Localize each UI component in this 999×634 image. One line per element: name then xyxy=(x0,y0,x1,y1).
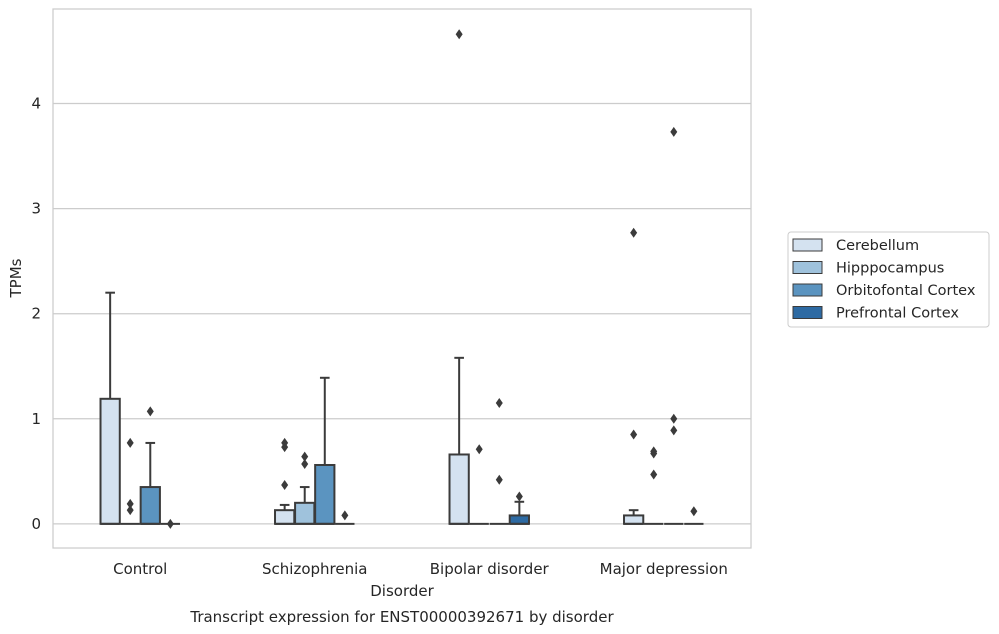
box-2-2 xyxy=(489,398,509,525)
outlier-point xyxy=(281,437,289,448)
box-body xyxy=(99,397,121,525)
legend-label: Hipppocampus xyxy=(836,261,944,277)
box-2-3 xyxy=(664,126,684,525)
outlier-point xyxy=(495,398,503,409)
y-tick-label: 0 xyxy=(31,515,41,533)
x-axis-label: Disorder xyxy=(370,582,434,600)
box-3-3 xyxy=(684,506,704,525)
box-body xyxy=(274,509,296,525)
chart-title: Transcript expression for ENST0000039267… xyxy=(189,608,614,626)
x-tick-labels: Control Schizophrenia Bipolar disorder Majo… xyxy=(113,560,728,578)
outlier-point xyxy=(670,413,678,424)
outlier-point xyxy=(301,458,309,469)
outlier-point xyxy=(455,29,463,40)
outlier-point xyxy=(126,505,134,516)
outlier-point xyxy=(690,506,698,517)
outlier-point xyxy=(166,518,174,529)
outlier-point xyxy=(495,474,503,485)
box-body xyxy=(508,514,530,525)
box-1-3 xyxy=(644,446,664,525)
x-tick-label: Bipolar disorder xyxy=(430,560,550,578)
legend-swatch xyxy=(792,283,823,297)
outlier-point xyxy=(301,451,309,462)
outlier-point xyxy=(126,437,134,448)
box-body xyxy=(314,463,336,525)
outlier-point xyxy=(146,406,154,417)
box-2-1 xyxy=(314,376,336,525)
box-1-1 xyxy=(294,451,316,525)
legend-label: Cerebellum xyxy=(836,238,919,254)
box-body xyxy=(294,501,316,525)
outlier-point xyxy=(126,498,134,509)
y-tick-label: 1 xyxy=(31,410,41,428)
legend-swatch xyxy=(792,238,823,252)
box-body xyxy=(623,514,645,525)
legend-frame xyxy=(787,231,990,328)
box-0-3 xyxy=(623,227,645,525)
x-tick-label: Schizophrenia xyxy=(262,560,367,578)
box-body xyxy=(139,486,161,525)
y-tick-labels: 0 1 2 3 4 xyxy=(31,95,41,533)
box-body xyxy=(448,453,470,525)
box-groups xyxy=(99,29,704,529)
outlier-point xyxy=(650,469,658,480)
box-3-1 xyxy=(335,510,355,525)
outlier-point xyxy=(475,444,483,455)
legend-label: Prefrontal Cortex xyxy=(836,306,959,322)
outlier-point xyxy=(650,446,658,457)
outlier-point xyxy=(630,429,638,440)
box-3-0 xyxy=(160,518,180,529)
legend-label: Orbitofontal Cortex xyxy=(836,283,976,299)
outlier-point xyxy=(341,510,349,521)
legend-swatch xyxy=(792,261,823,274)
x-tick-label: Control xyxy=(113,560,167,578)
plot-frame xyxy=(52,8,752,549)
y-tick-label: 2 xyxy=(31,305,41,323)
box-1-0 xyxy=(120,437,140,525)
box-2-0 xyxy=(139,406,161,525)
box-0-1 xyxy=(274,437,296,525)
legend-swatch xyxy=(792,306,823,319)
legend: Cerebellum Hipppocampus Orbitofontal Corte… xyxy=(787,231,990,328)
outlier-point xyxy=(630,227,638,238)
x-tick-label: Major depression xyxy=(600,560,728,578)
outlier-point xyxy=(515,491,523,502)
y-tick-label: 4 xyxy=(31,95,41,113)
outlier-point xyxy=(281,479,289,490)
grid-lines xyxy=(53,102,751,525)
outlier-point xyxy=(670,126,678,137)
outlier-point xyxy=(670,425,678,436)
box-3-2 xyxy=(508,491,530,525)
box-0-2 xyxy=(448,29,470,525)
y-axis-label: TPMs xyxy=(7,258,25,298)
box-1-2 xyxy=(469,444,489,525)
y-tick-label: 3 xyxy=(31,200,41,218)
box-0-0 xyxy=(99,291,121,525)
